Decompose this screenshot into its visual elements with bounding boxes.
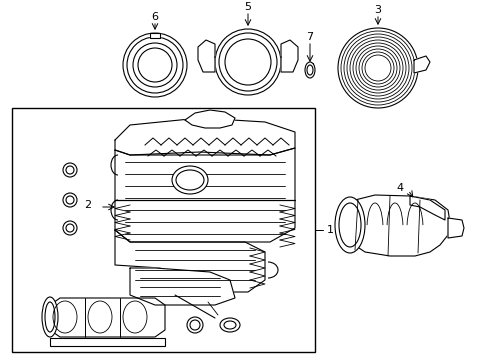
Polygon shape (447, 218, 463, 238)
Polygon shape (115, 118, 294, 155)
Text: 1: 1 (326, 225, 333, 235)
Ellipse shape (334, 197, 364, 253)
Ellipse shape (63, 193, 77, 207)
Text: 2: 2 (84, 200, 91, 210)
Ellipse shape (337, 28, 417, 108)
Ellipse shape (305, 62, 314, 78)
Polygon shape (198, 40, 215, 72)
Text: 5: 5 (244, 2, 251, 12)
Polygon shape (130, 268, 235, 305)
Polygon shape (409, 196, 444, 220)
Ellipse shape (63, 221, 77, 235)
Bar (12, 108, 314, 352)
Polygon shape (281, 40, 297, 72)
Ellipse shape (63, 163, 77, 177)
Polygon shape (184, 110, 235, 128)
Ellipse shape (123, 33, 186, 97)
Text: 6: 6 (151, 12, 158, 22)
Ellipse shape (215, 29, 281, 95)
Ellipse shape (220, 318, 240, 332)
Text: 7: 7 (306, 32, 313, 42)
Ellipse shape (172, 166, 207, 194)
Polygon shape (413, 56, 429, 73)
Ellipse shape (186, 317, 203, 333)
Text: 3: 3 (374, 5, 381, 15)
Ellipse shape (42, 297, 58, 337)
Polygon shape (345, 195, 449, 256)
Text: 4: 4 (396, 183, 403, 193)
Polygon shape (50, 298, 164, 337)
Polygon shape (115, 230, 264, 292)
Polygon shape (150, 33, 160, 38)
Bar (50, 338, 164, 346)
Polygon shape (115, 148, 294, 242)
